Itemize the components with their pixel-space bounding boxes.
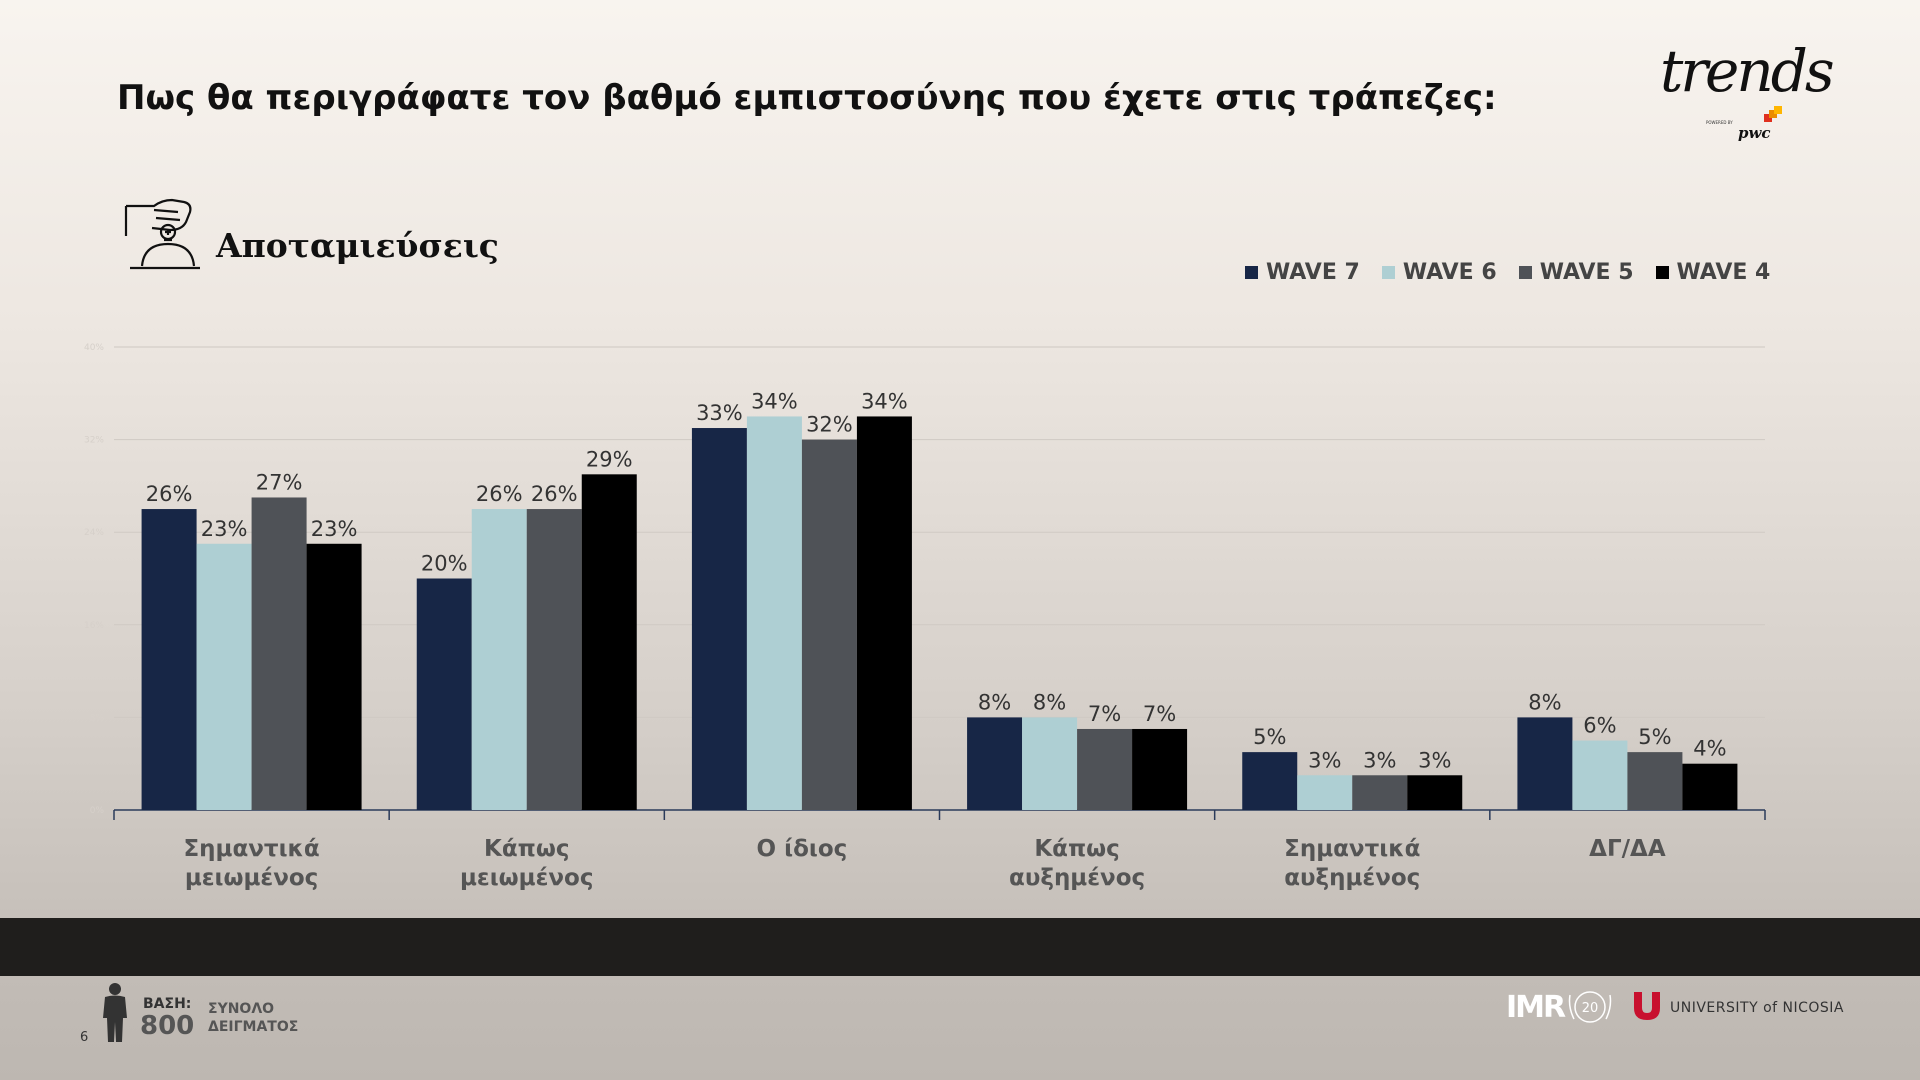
bar [1077,728,1133,810]
y-tick-label: 32% [84,436,104,446]
svg-text:20: 20 [1582,1001,1599,1016]
bar [196,543,252,810]
data-label: 23% [311,517,358,541]
bar [1022,717,1078,810]
bar [306,543,362,810]
bar [581,474,637,810]
data-label: 3% [1418,748,1451,772]
bar [691,428,747,810]
bar [856,416,912,810]
data-label: 5% [1253,725,1286,749]
base-desc-line: ΔΕΙΓΜΑΤΟΣ [208,1019,299,1035]
bar [1242,752,1298,810]
category-label: μειωμένος [460,865,594,891]
data-label: 7% [1143,702,1176,726]
legend-swatch [1655,266,1669,279]
bar [251,497,307,810]
bar [526,509,582,810]
base-description: ΣΥΝΟΛΟ ΔΕΙΓΜΑΤΟΣ [208,1000,298,1036]
page-title: Πως θα περιγράφατε τον βαθμό εμπιστοσύνη… [117,78,1497,118]
data-label: 8% [1033,690,1066,714]
university-logo: UNIVERSITY of NICOSIA [1670,1000,1845,1016]
category-label: αυξημένος [1284,865,1420,891]
data-label: 3% [1363,748,1396,772]
y-tick-label: 40% [84,343,104,353]
category-label: μειωμένος [185,865,319,891]
category-label: ΔΓ/ΔΑ [1589,836,1666,862]
category-label: αυξημένος [1009,865,1145,891]
bar-chart: 0% 8% 16% 24% 32% 40% 26% 23% 27% 23% Σημαντικά μει… [84,343,1766,891]
section-label: Αποταμιεύσεις [216,226,499,265]
data-label: 8% [1528,690,1561,714]
data-label: 27% [256,470,303,494]
chart-legend: WAVE 7 WAVE 6 WAVE 5 WAVE 4 [1245,260,1770,285]
y-tick-label: 0% [90,806,105,816]
data-label: 8% [978,690,1011,714]
data-label: 33% [696,401,743,425]
base-value: 800 [140,1011,195,1041]
legend-item-wave-5: WAVE 5 [1518,260,1634,285]
legend-item-wave-6: WAVE 6 [1381,260,1497,285]
trends-logo: trends [1660,37,1835,105]
bar [1407,775,1463,810]
pwc-mark-icon [1764,106,1782,122]
data-label: 34% [861,389,908,413]
data-label: 7% [1088,702,1121,726]
legend-label: WAVE 6 [1402,260,1497,285]
data-label: 26% [146,482,193,506]
bar [1297,775,1353,810]
pwc-logo: pwc [1738,124,1771,142]
y-tick-label: 24% [84,528,104,538]
data-label: 23% [201,517,248,541]
person-icon [103,983,127,1042]
data-label: 4% [1693,737,1726,761]
bar [746,416,802,810]
anniversary-20-icon: 20 [1568,991,1612,1023]
y-tick-label: 16% [84,621,104,631]
bar [1132,728,1188,810]
legend-swatch [1381,266,1395,279]
base-label: ΒΑΣΗ: [143,996,192,1012]
footer-band [0,918,1920,976]
bar [1627,752,1683,810]
bar [1517,717,1573,810]
data-label: 3% [1308,748,1341,772]
bar [416,578,472,810]
data-label: 20% [421,552,468,576]
page-number: 6 [80,1030,89,1045]
y-tick-label: 8% [90,713,105,723]
bar [967,717,1023,810]
bar [1682,763,1738,810]
data-label: 5% [1638,725,1671,749]
legend-label: WAVE 4 [1676,260,1771,285]
bar [801,439,857,810]
bar [1572,740,1628,810]
bar [471,509,527,810]
hand-coin-icon [124,198,200,270]
powered-by-label: POWERED BY [1706,120,1733,125]
category-label: Σημαντικά [183,836,319,862]
category-label: Ο ίδιος [757,836,848,862]
legend-swatch [1518,266,1532,279]
legend-label: WAVE 7 [1266,260,1360,285]
category-label: Κάπως [484,836,569,862]
bar [141,509,197,810]
data-label: 26% [476,482,523,506]
base-desc-line: ΣΥΝΟΛΟ [208,1001,275,1017]
data-label: 32% [806,413,853,437]
university-mark-icon [1634,992,1660,1020]
data-label: 34% [751,389,798,413]
legend-item-wave-7: WAVE 7 [1245,260,1360,285]
bar [1352,775,1408,810]
category-label: Σημαντικά [1284,836,1420,862]
data-label: 29% [586,447,633,471]
legend-label: WAVE 5 [1539,260,1634,285]
category-label: Κάπως [1034,836,1119,862]
legend-item-wave-4: WAVE 4 [1655,260,1771,285]
imr-logo: IMR [1506,990,1566,1025]
legend-swatch [1245,266,1258,279]
data-label: 6% [1583,714,1616,738]
data-label: 26% [531,482,578,506]
